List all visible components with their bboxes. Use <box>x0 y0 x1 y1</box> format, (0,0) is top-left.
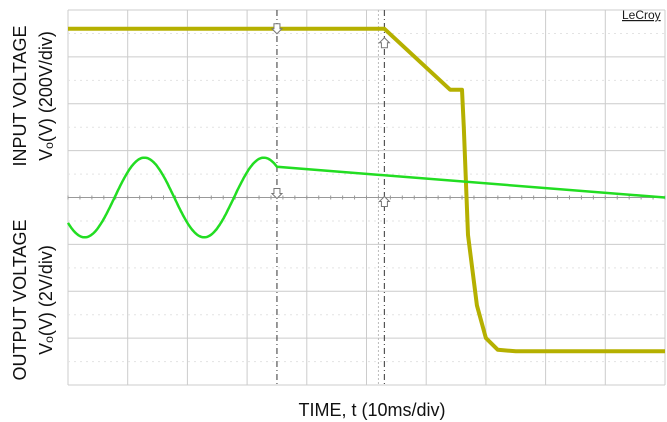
grid <box>67 9 666 386</box>
y-axis-label-output: OUTPUT VOLTAGE <box>10 219 30 380</box>
input-voltage-trace <box>68 26 665 354</box>
output-voltage-trace <box>66 156 666 239</box>
trigger-markers <box>270 23 391 207</box>
y-axis-units-input: Vₒ(V) (200V/div) <box>36 31 56 161</box>
cursor-marker-icon <box>270 188 284 200</box>
lecroy-logo-text: LeCroy <box>622 8 661 22</box>
y-axis-label-input: INPUT VOLTAGE <box>10 25 30 166</box>
cursor-marker-icon <box>270 23 284 35</box>
x-axis-label: TIME, t (10ms/div) <box>298 400 445 420</box>
y-axis-units-output: Vₒ(V) (2V/div) <box>36 245 56 355</box>
cursor-marker-icon <box>378 195 391 207</box>
cursor-marker-icon <box>378 37 391 49</box>
